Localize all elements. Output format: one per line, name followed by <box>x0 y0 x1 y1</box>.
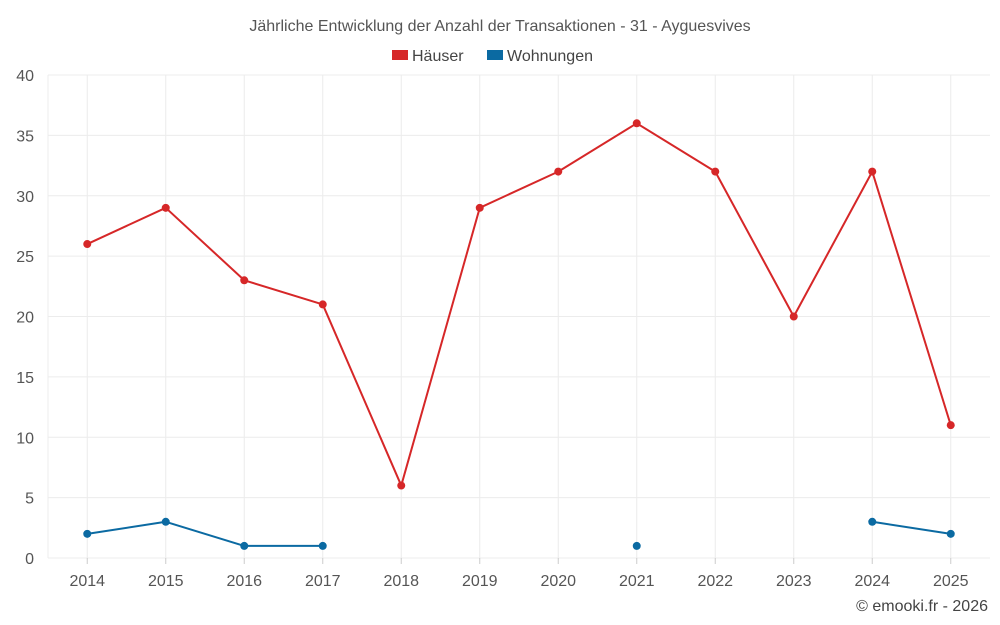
y-tick-label-15: 15 <box>16 370 34 387</box>
y-tick-label-20: 20 <box>16 310 34 327</box>
point-haeuser-2014[interactable] <box>83 240 92 249</box>
y-tick-label-5: 5 <box>25 491 34 508</box>
point-haeuser-2015[interactable] <box>161 203 170 212</box>
y-tick-label-25: 25 <box>16 249 34 266</box>
point-wohnungen-2021[interactable] <box>632 541 641 550</box>
chart-title: Jährliche Entwicklung der Anzahl der Tra… <box>249 18 750 35</box>
y-axis: 0 5 10 15 20 25 30 35 40 <box>16 68 34 568</box>
point-haeuser-2020[interactable] <box>554 167 563 176</box>
x-tick-label-2019: 2019 <box>462 573 498 590</box>
series-wohnungen <box>83 517 955 550</box>
point-haeuser-2024[interactable] <box>868 167 877 176</box>
x-tick-label-2025: 2025 <box>933 573 969 590</box>
legend: Häuser Wohnungen <box>392 48 593 65</box>
credit: © emooki.fr - 2026 <box>856 598 988 615</box>
grid <box>47 74 990 559</box>
x-tick-label-2020: 2020 <box>540 573 576 590</box>
x-tick-label-2018: 2018 <box>383 573 419 590</box>
point-haeuser-2019[interactable] <box>475 203 484 212</box>
x-tick-label-2022: 2022 <box>697 573 733 590</box>
x-axis: 2014 2015 2016 2017 2018 2019 2020 2021 2022 2023… <box>69 558 969 590</box>
point-wohnungen-2024[interactable] <box>868 517 877 526</box>
series-line-wohnungen-1 <box>872 520 951 535</box>
point-haeuser-2023[interactable] <box>789 312 798 321</box>
point-wohnungen-2014[interactable] <box>83 529 92 538</box>
series-line-haeuser-0 <box>86 122 952 487</box>
x-tick-label-2016: 2016 <box>226 573 262 590</box>
point-haeuser-2021[interactable] <box>632 119 641 128</box>
y-tick-label-30: 30 <box>16 189 34 206</box>
y-tick-label-40: 40 <box>16 68 34 85</box>
point-wohnungen-2016[interactable] <box>240 541 249 550</box>
x-tick-label-2021: 2021 <box>619 573 655 590</box>
legend-label-wohnungen[interactable]: Wohnungen <box>507 48 593 65</box>
x-tick-label-2023: 2023 <box>776 573 812 590</box>
point-haeuser-2025[interactable] <box>946 421 955 430</box>
legend-label-haeuser[interactable]: Häuser <box>412 48 464 65</box>
y-tick-label-10: 10 <box>16 430 34 447</box>
point-wohnungen-2025[interactable] <box>946 529 955 538</box>
legend-swatch-haeuser <box>392 50 408 60</box>
y-tick-label-0: 0 <box>25 551 34 568</box>
point-wohnungen-2017[interactable] <box>318 541 327 550</box>
y-tick-label-35: 35 <box>16 128 34 145</box>
x-tick-label-2024: 2024 <box>854 573 890 590</box>
point-wohnungen-2015[interactable] <box>161 517 170 526</box>
point-haeuser-2016[interactable] <box>240 276 249 285</box>
series-line-wohnungen-0 <box>87 520 323 547</box>
x-tick-label-2015: 2015 <box>148 573 184 590</box>
point-haeuser-2017[interactable] <box>318 300 327 309</box>
legend-swatch-wohnungen <box>487 50 503 60</box>
x-tick-label-2017: 2017 <box>305 573 341 590</box>
series-layer <box>83 119 955 550</box>
point-haeuser-2022[interactable] <box>711 167 720 176</box>
point-haeuser-2018[interactable] <box>397 481 406 490</box>
series-haeuser <box>83 119 955 490</box>
x-tick-label-2014: 2014 <box>69 573 105 590</box>
